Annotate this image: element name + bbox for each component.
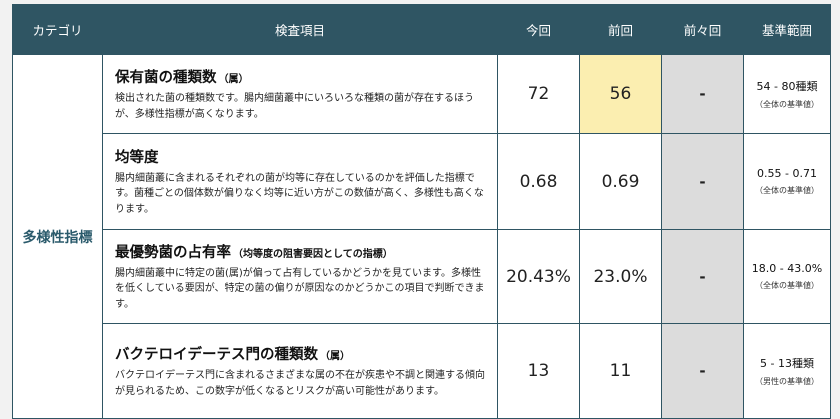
item-title: 均等度 [115, 146, 487, 167]
item-description: 腸内細菌叢中に特定の菌(属)が偏って占有しているかどうかを見ています。多様性を低… [115, 267, 485, 310]
table-row: 多様性指標 保有菌の種類数 （属） 検出された菌の種類数です。腸内細菌叢中にいろい… [12, 54, 831, 419]
reference-range: 18.0 - 43.0% [751, 262, 823, 275]
reference-range-note: （全体の基準値） [755, 186, 819, 195]
item-cell: 保有菌の種類数 （属） 検出された菌の種類数です。腸内細菌叢中にいろいろな種類の菌… [102, 54, 498, 134]
item-title: 保有菌の種類数 （属） [115, 66, 487, 87]
item-name: バクテロイデーテス門の種類数 [115, 347, 318, 363]
reference-range-cell: 5 - 13種類 （男性の基準値） [743, 323, 831, 419]
before-previous-value: - [661, 229, 744, 324]
header-previous: 前回 [579, 4, 662, 55]
results-table-container: カテゴリ 検査項目 今回 前回 前々回 基準範囲 多様性指標 保有菌の種類数 （属… [12, 4, 831, 419]
header-row: カテゴリ 検査項目 今回 前回 前々回 基準範囲 [12, 4, 831, 55]
header-item: 検査項目 [102, 4, 498, 55]
item-title: バクテロイデーテス門の種類数 （属） [115, 343, 487, 364]
category-cell: 多様性指標 [12, 54, 103, 419]
reference-range: 5 - 13種類 [760, 357, 814, 370]
item-cell: 均等度 腸内細菌叢に含まれるそれぞれの菌が均等に存在しているのかを評価した指標で… [102, 133, 498, 230]
item-title-note: （属） [218, 74, 249, 85]
before-previous-value: - [661, 133, 744, 230]
previous-value-highlighted: 56 [579, 54, 662, 134]
current-value: 20.43% [497, 229, 580, 324]
item-description: 腸内細菌叢に含まれるそれぞれの菌が均等に存在しているのかを評価した指標です。菌種… [115, 172, 484, 215]
reference-range-note: （全体の基準値） [755, 100, 819, 109]
header-category: カテゴリ [12, 4, 103, 55]
item-description: 検出された菌の種類数です。腸内細菌叢中にいろいろな種類の菌が存在するほうが、多様… [115, 93, 474, 120]
results-table: カテゴリ 検査項目 今回 前回 前々回 基準範囲 多様性指標 保有菌の種類数 （属… [12, 4, 831, 419]
reference-range-cell: 54 - 80種類 （全体の基準値） [743, 54, 831, 134]
reference-range-cell: 18.0 - 43.0% （全体の基準値） [743, 229, 831, 324]
item-title-note: （属） [320, 351, 350, 362]
table-row: 均等度 腸内細菌叢に含まれるそれぞれの菌が均等に存在しているのかを評価した指標で… [13, 133, 831, 230]
header-current: 今回 [497, 4, 580, 55]
item-cell: 最優勢菌の占有率 （均等度の阻害要因としての指標） 腸内細菌叢中に特定の菌(属)が… [102, 229, 498, 324]
reference-range: 0.55 - 0.71 [757, 167, 817, 180]
item-title: 最優勢菌の占有率 （均等度の阻害要因としての指標） [115, 241, 487, 262]
item-cell: バクテロイデーテス門の種類数 （属） バクテロイデーテス門に含まれるさまざまな属の… [102, 323, 498, 419]
previous-value: 23.0% [579, 229, 662, 324]
item-title-note: （均等度の阻害要因としての指標） [233, 248, 393, 260]
current-value: 72 [497, 54, 580, 134]
before-previous-value: - [661, 323, 744, 419]
reference-range-note: （全体の基準値） [755, 281, 819, 290]
item-name: 保有菌の種類数 [115, 70, 217, 86]
previous-value: 0.69 [579, 133, 662, 230]
header-reference: 基準範囲 [743, 4, 831, 55]
header-before-previous: 前々回 [661, 4, 744, 55]
previous-value: 11 [579, 323, 662, 419]
table-row: 最優勢菌の占有率 （均等度の阻害要因としての指標） 腸内細菌叢中に特定の菌(属)が… [13, 229, 831, 324]
before-previous-value: - [661, 54, 744, 134]
item-name: 最優勢菌の占有率 [115, 244, 231, 261]
reference-range-note: （男性の基準値） [755, 377, 819, 386]
current-value: 13 [497, 323, 580, 419]
item-description: バクテロイデーテス門に含まれるさまざまな属の不在が疾患や不調と関連する傾向が見ら… [115, 370, 485, 397]
table-row: バクテロイデーテス門の種類数 （属） バクテロイデーテス門に含まれるさまざまな属の… [13, 323, 831, 419]
reference-range: 54 - 80種類 [756, 80, 818, 93]
item-name: 均等度 [115, 149, 159, 166]
reference-range-cell: 0.55 - 0.71 （全体の基準値） [743, 133, 831, 230]
current-value: 0.68 [497, 133, 580, 230]
